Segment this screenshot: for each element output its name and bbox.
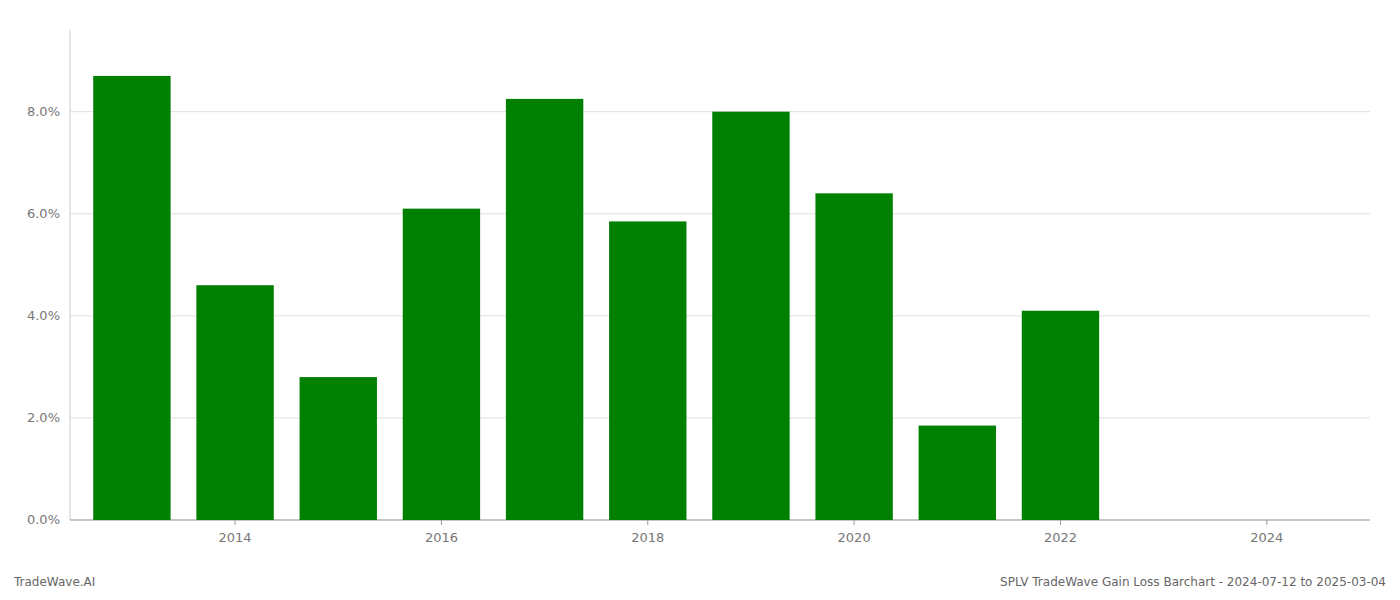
x-tick	[854, 520, 855, 525]
bar	[1022, 311, 1099, 520]
y-tick-label: 8.0%	[27, 104, 60, 119]
x-tick	[1060, 520, 1061, 525]
bar	[93, 76, 170, 520]
bar	[919, 426, 996, 520]
x-tick-label: 2024	[1250, 530, 1283, 545]
bar	[196, 285, 273, 520]
x-tick	[441, 520, 442, 525]
y-tick-label: 2.0%	[27, 410, 60, 425]
grid	[70, 112, 1370, 520]
x-tick-label: 2020	[838, 530, 871, 545]
x-tick	[1266, 520, 1267, 525]
bar	[506, 99, 583, 520]
chart: 0.0% 2.0% 4.0% 6.0% 8.0% 2014 2016 2018 2020 2022…	[0, 0, 1400, 600]
y-axis-line	[70, 30, 71, 520]
title: SPLV TradeWave Gain Loss Barchart - 2024…	[1000, 575, 1386, 589]
bar	[815, 193, 892, 520]
x-tick	[647, 520, 648, 525]
x-tick-label: 2016	[425, 530, 458, 545]
x-tick-label: 2018	[631, 530, 664, 545]
y-tick-label: 6.0%	[27, 206, 60, 221]
y-tick-label: 4.0%	[27, 308, 60, 323]
bar	[403, 209, 480, 520]
bar	[609, 221, 686, 520]
x-tick-label: 2022	[1044, 530, 1077, 545]
bars	[93, 76, 1099, 520]
bar	[712, 112, 789, 520]
footer-left: TradeWave.AI	[13, 575, 95, 589]
y-tick-label: 0.0%	[27, 512, 60, 527]
bar	[300, 377, 377, 520]
x-tick-label: 2014	[219, 530, 252, 545]
x-tick	[235, 520, 236, 525]
axes: 0.0% 2.0% 4.0% 6.0% 8.0% 2014 2016 2018 2020 2022…	[27, 30, 1370, 545]
